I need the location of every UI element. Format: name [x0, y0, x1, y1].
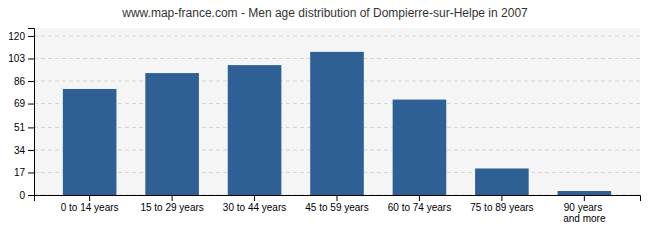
bars: [63, 52, 611, 195]
y-tick-mark: [28, 36, 34, 37]
y-tick-mark: [28, 172, 34, 173]
x-axis-line: [35, 196, 641, 202]
x-tick: 90 years and more: [563, 195, 606, 224]
x-tick-label: 15 to 29 years: [140, 202, 203, 213]
bar: [558, 191, 612, 195]
bar: [145, 73, 199, 195]
y-tick-label: 103: [8, 53, 25, 64]
y-tick: 120: [8, 31, 34, 42]
x-tick-mark: [172, 195, 173, 201]
plot-background: [34, 28, 640, 195]
y-tick: 51: [14, 122, 34, 133]
y-tick-label: 86: [14, 76, 26, 87]
x-tick-label: 30 to 44 years: [223, 202, 286, 213]
x-tick-label: 90 years and more: [563, 202, 606, 224]
x-tick: 60 to 74 years: [388, 195, 451, 213]
x-tick-mark: [89, 195, 90, 201]
y-tick-mark: [28, 58, 34, 59]
grid-line: [34, 35, 640, 36]
bar: [475, 168, 529, 195]
x-tick-label-line: 90 years: [564, 202, 605, 213]
y-tick: 86: [14, 76, 34, 87]
x-tick-mark: [254, 195, 255, 201]
x-tick-mark: [584, 195, 585, 201]
x-tick: 30 to 44 years: [223, 195, 286, 213]
y-tick: 34: [14, 145, 34, 156]
grid: [34, 36, 640, 195]
y-axis: 0 17 34 51 69 86 103 120: [8, 29, 34, 201]
y-tick: 17: [14, 167, 34, 178]
y-tick: 69: [14, 98, 34, 109]
y-tick-mark: [28, 81, 34, 82]
x-tick: 15 to 29 years: [140, 195, 203, 213]
y-tick-mark: [28, 104, 34, 105]
x-tick-label: 60 to 74 years: [388, 202, 451, 213]
y-tick: 0: [19, 190, 34, 201]
chart-svg: www.map-france.com - Men age distributio…: [0, 0, 650, 229]
y-tick-label: 17: [14, 167, 26, 178]
y-tick: 103: [8, 53, 34, 64]
bar: [228, 65, 282, 195]
y-tick-label: 51: [14, 122, 26, 133]
bar: [63, 89, 117, 195]
y-tick-label: 69: [14, 98, 26, 109]
x-tick-mark: [501, 195, 502, 201]
x-tick-mark: [337, 195, 338, 201]
y-tick-label: 0: [19, 190, 25, 201]
x-tick-mark: [419, 195, 420, 201]
y-tick-label: 120: [8, 31, 25, 42]
x-tick-label: 45 to 59 years: [305, 202, 368, 213]
x-tick-label: 75 to 89 years: [470, 202, 533, 213]
x-tick: 0 to 14 years: [61, 195, 119, 213]
y-tick-mark: [28, 127, 34, 128]
y-axis-line: [28, 29, 35, 196]
x-tick-label: 0 to 14 years: [61, 202, 119, 213]
x-tick: 45 to 59 years: [305, 195, 368, 213]
bar: [393, 100, 447, 195]
x-tick-label-line: and more: [563, 213, 606, 224]
x-axis: 0 to 14 years 15 to 29 years 30 to 44 year…: [35, 195, 641, 224]
chart-title: www.map-france.com - Men age distributio…: [121, 6, 528, 20]
chart-container: www.map-france.com - Men age distributio…: [0, 0, 650, 229]
x-tick: 75 to 89 years: [470, 195, 533, 213]
y-tick-mark: [28, 195, 34, 196]
y-tick-label: 34: [14, 145, 26, 156]
y-tick-mark: [28, 150, 34, 151]
plot-area: 0 17 34 51 69 86 103 120 0 to 14 years 15 to 29 y…: [8, 28, 640, 224]
bar: [310, 52, 364, 195]
